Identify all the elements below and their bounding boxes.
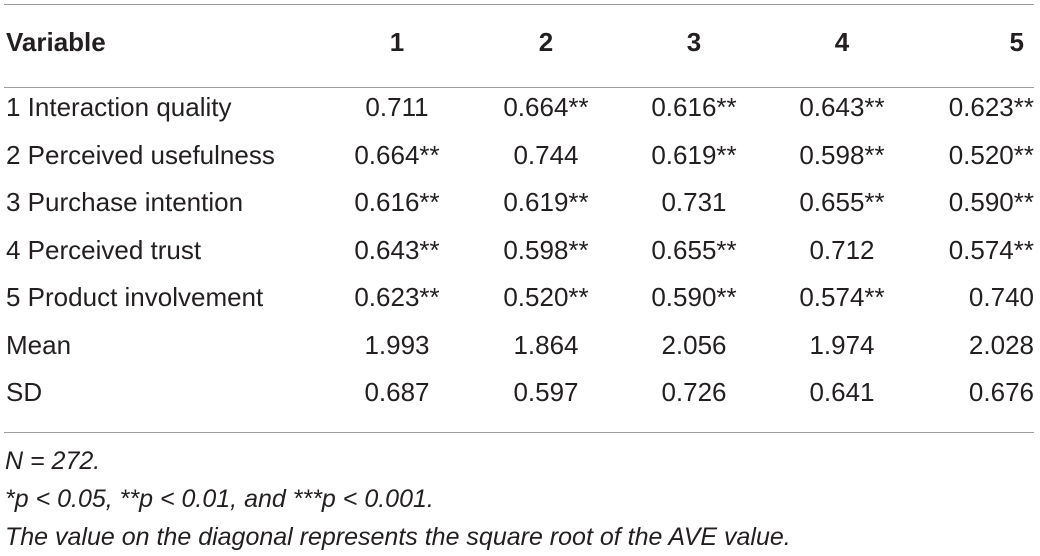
header-variable: Variable <box>6 26 106 57</box>
table-cell: 0.664** <box>503 92 589 123</box>
table-cell: 0.623** <box>948 92 1034 123</box>
table-cell: 0.731 <box>661 187 727 218</box>
table-cell: 0.712 <box>809 234 875 265</box>
table-cell: 0.726 <box>661 377 727 408</box>
table-cell: 0.574** <box>948 234 1034 265</box>
header-rule <box>4 87 1034 88</box>
table-cell: 0.664** <box>354 139 440 170</box>
table-cell: 2.056 <box>661 329 727 360</box>
table-cell: 0.520** <box>503 282 589 313</box>
table-cell: 0.740 <box>968 282 1034 313</box>
table-footnotes: N = 272. *p < 0.05, **p < 0.01, and ***p… <box>5 442 791 556</box>
table-cell: 0.687 <box>364 377 430 408</box>
footnote-diagonal: The value on the diagonal represents the… <box>5 523 791 551</box>
table-cell: 0.616** <box>354 187 440 218</box>
table-cell: 0.676 <box>968 377 1034 408</box>
table-cell: 1.974 <box>809 329 875 360</box>
footnote-sample-size: N = 272. <box>5 447 101 475</box>
row-label: 1 Interaction quality <box>6 92 232 123</box>
table-cell: 0.590** <box>651 282 737 313</box>
bottom-rule <box>4 432 1034 433</box>
table-cell: 1.864 <box>513 329 579 360</box>
table-row: 5 Product involvement 0.623** 0.520** 0.… <box>4 274 1034 322</box>
top-rule <box>4 4 1034 5</box>
table-cell: 0.623** <box>354 282 440 313</box>
header-col-2: 2 <box>538 26 554 57</box>
table-cell: 0.641 <box>809 377 875 408</box>
row-label: Mean <box>6 329 72 360</box>
table-cell: 0.574** <box>799 282 885 313</box>
table-row: Mean 1.993 1.864 2.056 1.974 2.028 <box>4 322 1034 370</box>
table-cell: 0.711 <box>365 92 429 123</box>
header-col-1: 1 <box>389 26 405 57</box>
table-cell: 0.619** <box>503 187 589 218</box>
row-label: 4 Perceived trust <box>6 234 202 265</box>
table-cell: 0.597 <box>513 377 579 408</box>
row-label: 5 Product involvement <box>6 282 264 313</box>
table-cell: 0.598** <box>503 234 589 265</box>
table-cell: 0.643** <box>354 234 440 265</box>
table-row: 3 Purchase intention 0.616** 0.619** 0.7… <box>4 179 1034 227</box>
row-label: 3 Purchase intention <box>6 187 244 218</box>
table-row: 4 Perceived trust 0.643** 0.598** 0.655*… <box>4 227 1034 275</box>
table-cell: 0.616** <box>651 92 737 123</box>
table-cell: 0.655** <box>799 187 885 218</box>
table-cell: 0.643** <box>799 92 885 123</box>
table-row: 1 Interaction quality 0.711 0.664** 0.61… <box>4 68 1034 132</box>
table-cell: 1.993 <box>364 329 430 360</box>
table-cell: 0.598** <box>799 139 885 170</box>
header-col-4: 4 <box>834 26 850 57</box>
table-cell: 2.028 <box>968 329 1034 360</box>
table-header-row: Variable 1 2 3 4 5 <box>4 16 1034 68</box>
header-col-3: 3 <box>686 26 702 57</box>
table-cell: 0.744 <box>513 139 579 170</box>
table-cell: 0.590** <box>948 187 1034 218</box>
table-row: 2 Perceived usefulness 0.664** 0.744 0.6… <box>4 132 1034 180</box>
row-label: 2 Perceived usefulness <box>6 139 275 170</box>
table-cell: 0.520** <box>948 139 1034 170</box>
table-row: SD 0.687 0.597 0.726 0.641 0.676 <box>4 369 1034 417</box>
footnote-significance: *p < 0.05, **p < 0.01, and ***p < 0.001. <box>5 485 434 513</box>
correlation-table: Variable 1 2 3 4 5 1 Interaction quality… <box>4 16 1034 417</box>
header-col-5: 5 <box>1009 26 1024 57</box>
table-cell: 0.619** <box>651 139 737 170</box>
table-cell: 0.655** <box>651 234 737 265</box>
row-label: SD <box>6 377 43 408</box>
